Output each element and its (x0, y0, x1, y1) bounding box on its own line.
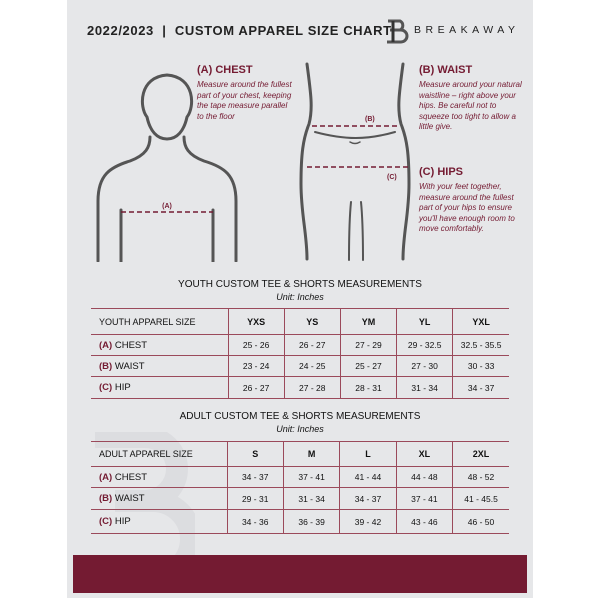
cell: 23 - 24 (227, 355, 285, 377)
header-cell: L (339, 441, 397, 467)
cell: 36 - 39 (282, 509, 340, 534)
header-cell: YOUTH APPAREL SIZE (91, 308, 228, 335)
cell: 41 - 44 (339, 466, 397, 488)
cell: 32.5 - 35.5 (452, 334, 509, 356)
cell: 43 - 46 (395, 509, 453, 534)
cell: 34 - 37 (339, 487, 397, 510)
header-cell: XL (395, 441, 453, 467)
cell: 25 - 26 (227, 334, 285, 356)
lower-body-figure: (B) (C) (299, 62, 411, 261)
hips-guide: (C) HIPS With your feet together, measur… (419, 166, 523, 235)
table-header-row: YOUTH APPAREL SIZE YXS YS YM YL YXL (91, 308, 509, 335)
cell: 27 - 29 (339, 334, 397, 356)
cell: 46 - 50 (452, 509, 509, 534)
cell: 24 - 25 (283, 355, 341, 377)
upper-body-figure: (A) (96, 73, 238, 262)
cell: 44 - 48 (395, 466, 453, 488)
row-label: WAIST (114, 493, 145, 504)
row-tag: (C) (99, 382, 113, 393)
row-label: CHEST (114, 471, 148, 483)
cell: 29 - 32.5 (396, 334, 453, 356)
cell: 37 - 41 (282, 466, 340, 488)
cell: 34 - 36 (226, 509, 284, 534)
youth-size-table: YOUTH APPAREL SIZE YXS YS YM YL YXL (A) … (91, 308, 509, 399)
cell: 27 - 28 (283, 376, 341, 399)
size-chart-page: 2022/2023 | CUSTOM APPAREL SIZE CHART BR… (67, 0, 533, 598)
header-cell: YL (396, 308, 453, 335)
row-label: HIP (114, 516, 131, 527)
table-row: (B) WAIST 29 - 31 31 - 34 34 - 37 37 - 41 41… (91, 487, 509, 510)
cell: 34 - 37 (226, 466, 284, 488)
chest-guide: (A) CHEST Measure around the fullest par… (197, 64, 292, 122)
table-row: (C) HIP 26 - 27 27 - 28 28 - 31 31 - 34 34 -… (91, 376, 509, 399)
waist-description: Measure around your natural waistline – … (419, 80, 522, 131)
footer-band (73, 555, 527, 593)
table-row: (B) WAIST 23 - 24 24 - 25 25 - 27 27 - 30 30… (91, 355, 509, 377)
header-cell: YS (283, 308, 341, 335)
row-label: CHEST (114, 339, 148, 351)
cell: 26 - 27 (227, 376, 285, 399)
row-label: HIP (114, 382, 131, 393)
page-title: 2022/2023 | CUSTOM APPAREL SIZE CHART (87, 23, 392, 38)
row-tag: (B) (99, 360, 113, 372)
youth-unit: Unit: Inches (276, 292, 324, 302)
header-cell: YXS (227, 308, 285, 335)
adult-size-table: ADULT APPAREL SIZE S M L XL 2XL (A) CHES… (91, 441, 509, 534)
waist-guide: (B) WAIST Measure around your natural wa… (419, 64, 523, 133)
row-tag: (A) (99, 471, 113, 483)
hip-marker: (C) (387, 174, 397, 181)
brand-name: BREAKAWAY (414, 24, 520, 36)
cell: 25 - 27 (339, 355, 397, 377)
breakaway-logo-icon (387, 19, 409, 44)
header-cell: S (226, 441, 284, 467)
cell: 26 - 27 (283, 334, 341, 356)
row-tag: (C) (99, 516, 113, 527)
chest-heading: (A) CHEST (197, 64, 253, 76)
cell: 28 - 31 (339, 376, 397, 399)
hips-heading: (C) HIPS (419, 166, 463, 178)
cell: 48 - 52 (452, 466, 509, 488)
row-label: WAIST (114, 360, 145, 372)
adult-heading: ADULT CUSTOM TEE & SHORTS MEASUREMENTS (179, 411, 421, 422)
header-cell: 2XL (452, 441, 509, 467)
cell: 29 - 31 (226, 487, 284, 510)
hips-description: With your feet together, measure around … (419, 182, 515, 233)
table-row: (C) HIP 34 - 36 36 - 39 39 - 42 43 - 46 46 -… (91, 509, 509, 534)
header-cell: YXL (452, 308, 509, 335)
row-tag: (A) (99, 339, 113, 351)
cell: 31 - 34 (396, 376, 453, 399)
table-header-row: ADULT APPAREL SIZE S M L XL 2XL (91, 441, 509, 467)
adult-unit: Unit: Inches (276, 424, 324, 434)
cell: 34 - 37 (452, 376, 509, 399)
table-row: (A) CHEST 34 - 37 37 - 41 41 - 44 44 - 48 48… (91, 466, 509, 488)
cell: 27 - 30 (396, 355, 453, 377)
header-cell: M (282, 441, 340, 467)
cell: 37 - 41 (395, 487, 453, 510)
header-cell: ADULT APPAREL SIZE (91, 441, 227, 467)
waist-marker: (B) (365, 116, 375, 123)
chest-description: Measure around the fullest part of your … (197, 80, 292, 121)
cell: 41 - 45.5 (452, 487, 509, 510)
cell: 31 - 34 (282, 487, 340, 510)
cell: 39 - 42 (339, 509, 397, 534)
youth-heading: YOUTH CUSTOM TEE & SHORTS MEASUREMENTS (178, 279, 422, 290)
table-row: (A) CHEST 25 - 26 26 - 27 27 - 29 29 - 32.5… (91, 334, 509, 356)
waist-heading: (B) WAIST (419, 64, 473, 76)
cell: 30 - 33 (452, 355, 509, 377)
header-cell: YM (339, 308, 397, 335)
chest-marker: (A) (162, 203, 172, 210)
row-tag: (B) (99, 493, 113, 504)
